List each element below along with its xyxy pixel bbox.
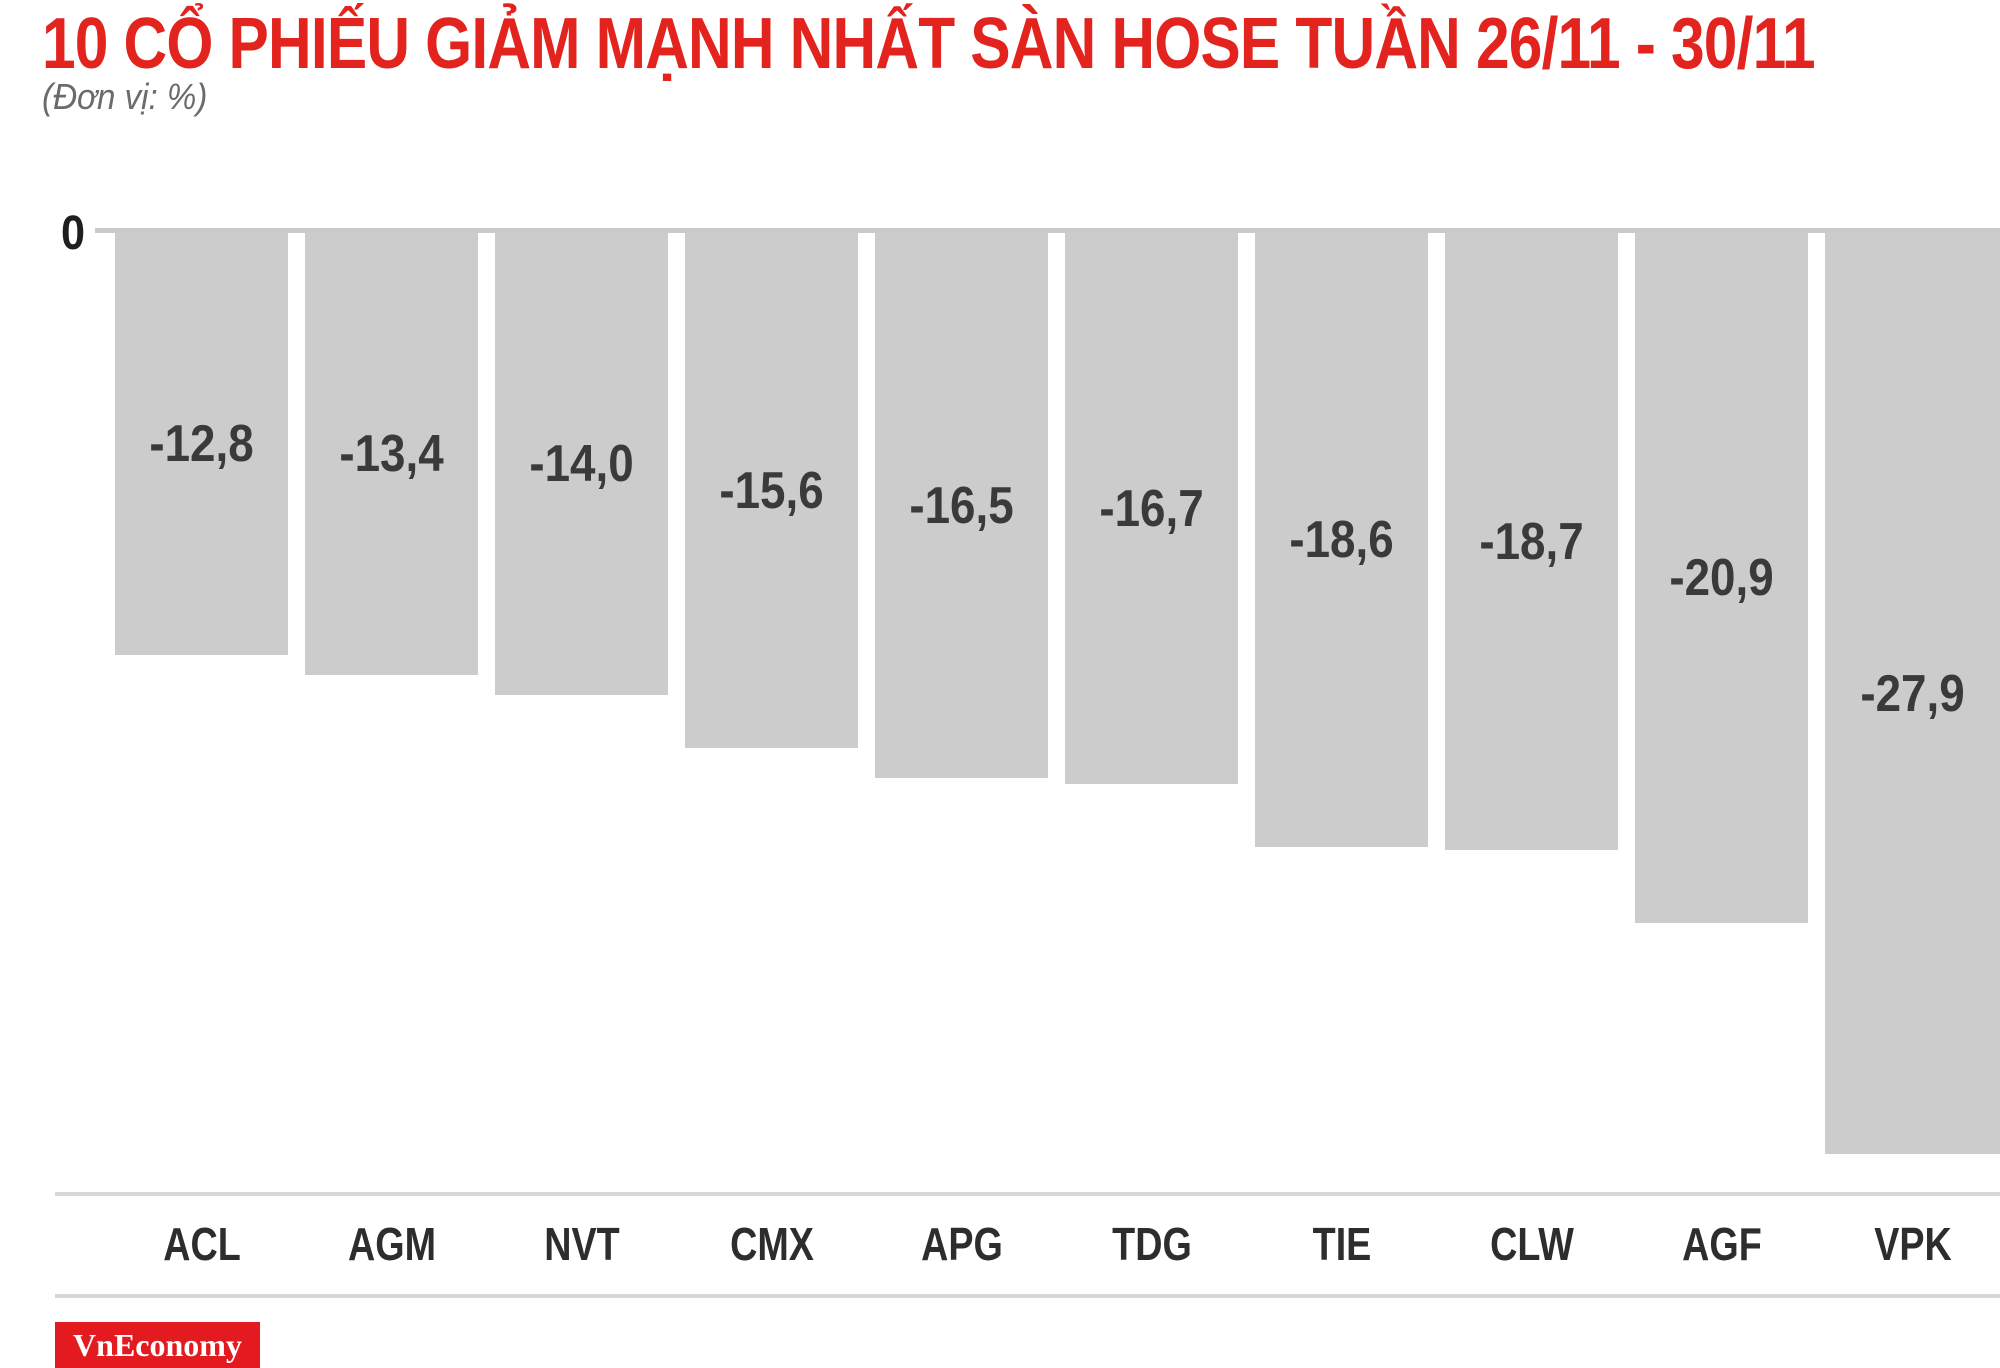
bar: -27,9 (1825, 233, 2000, 1154)
x-axis-tick-label: CMX (729, 1218, 814, 1270)
x-axis-tick-label: TDG (1111, 1218, 1192, 1270)
bar-value-label: -16,7 (1099, 480, 1204, 538)
x-axis-top-rule (55, 1192, 2000, 1196)
bar-value-label: -15,6 (719, 462, 824, 520)
x-axis-tick-label: TIE (1312, 1218, 1371, 1270)
y-axis-zero-label: 0 (60, 207, 85, 260)
bar: -15,6 (685, 233, 858, 748)
bar-value-label: -13,4 (339, 425, 444, 483)
zero-baseline (95, 228, 2000, 233)
bar: -12,8 (115, 233, 288, 655)
bar: -13,4 (305, 233, 478, 675)
bar-value-label: -18,6 (1289, 511, 1394, 569)
chart-unit-subtitle: (Đơn vị: %) (42, 76, 208, 117)
bar-value-label: -20,9 (1669, 549, 1774, 607)
bar: -18,6 (1255, 233, 1428, 847)
bar: -16,7 (1065, 233, 1238, 784)
vneconomy-logo: VnEconomy (55, 1322, 260, 1368)
bar-value-label: -12,8 (149, 415, 254, 473)
chart-title: 10 CỔ PHIẾU GIẢM MẠNH NHẤT SÀN HOSE TUẦN… (42, 4, 1816, 84)
bar: -20,9 (1635, 233, 1808, 923)
x-axis-tick-label: CLW (1489, 1218, 1574, 1270)
x-axis-tick-label: AGM (347, 1218, 436, 1270)
x-axis-tick-label: VPK (1873, 1218, 1952, 1270)
x-axis-tick-label: ACL (162, 1218, 241, 1270)
x-axis-bottom-rule (55, 1294, 2000, 1298)
x-axis-tick-label: AGF (1681, 1218, 1762, 1270)
vneconomy-logo-text: VnEconomy (73, 1327, 242, 1363)
bar: -16,5 (875, 233, 1048, 778)
bar-value-label: -14,0 (529, 435, 634, 493)
bar: -14,0 (495, 233, 668, 695)
bar-value-label: -16,5 (909, 477, 1014, 535)
x-axis-tick-label: APG (920, 1218, 1003, 1270)
bar-value-label: -27,9 (1860, 665, 1965, 723)
bar: -18,7 (1445, 233, 1618, 850)
x-axis-tick-label: NVT (543, 1218, 620, 1270)
bar-value-label: -18,7 (1479, 513, 1584, 571)
